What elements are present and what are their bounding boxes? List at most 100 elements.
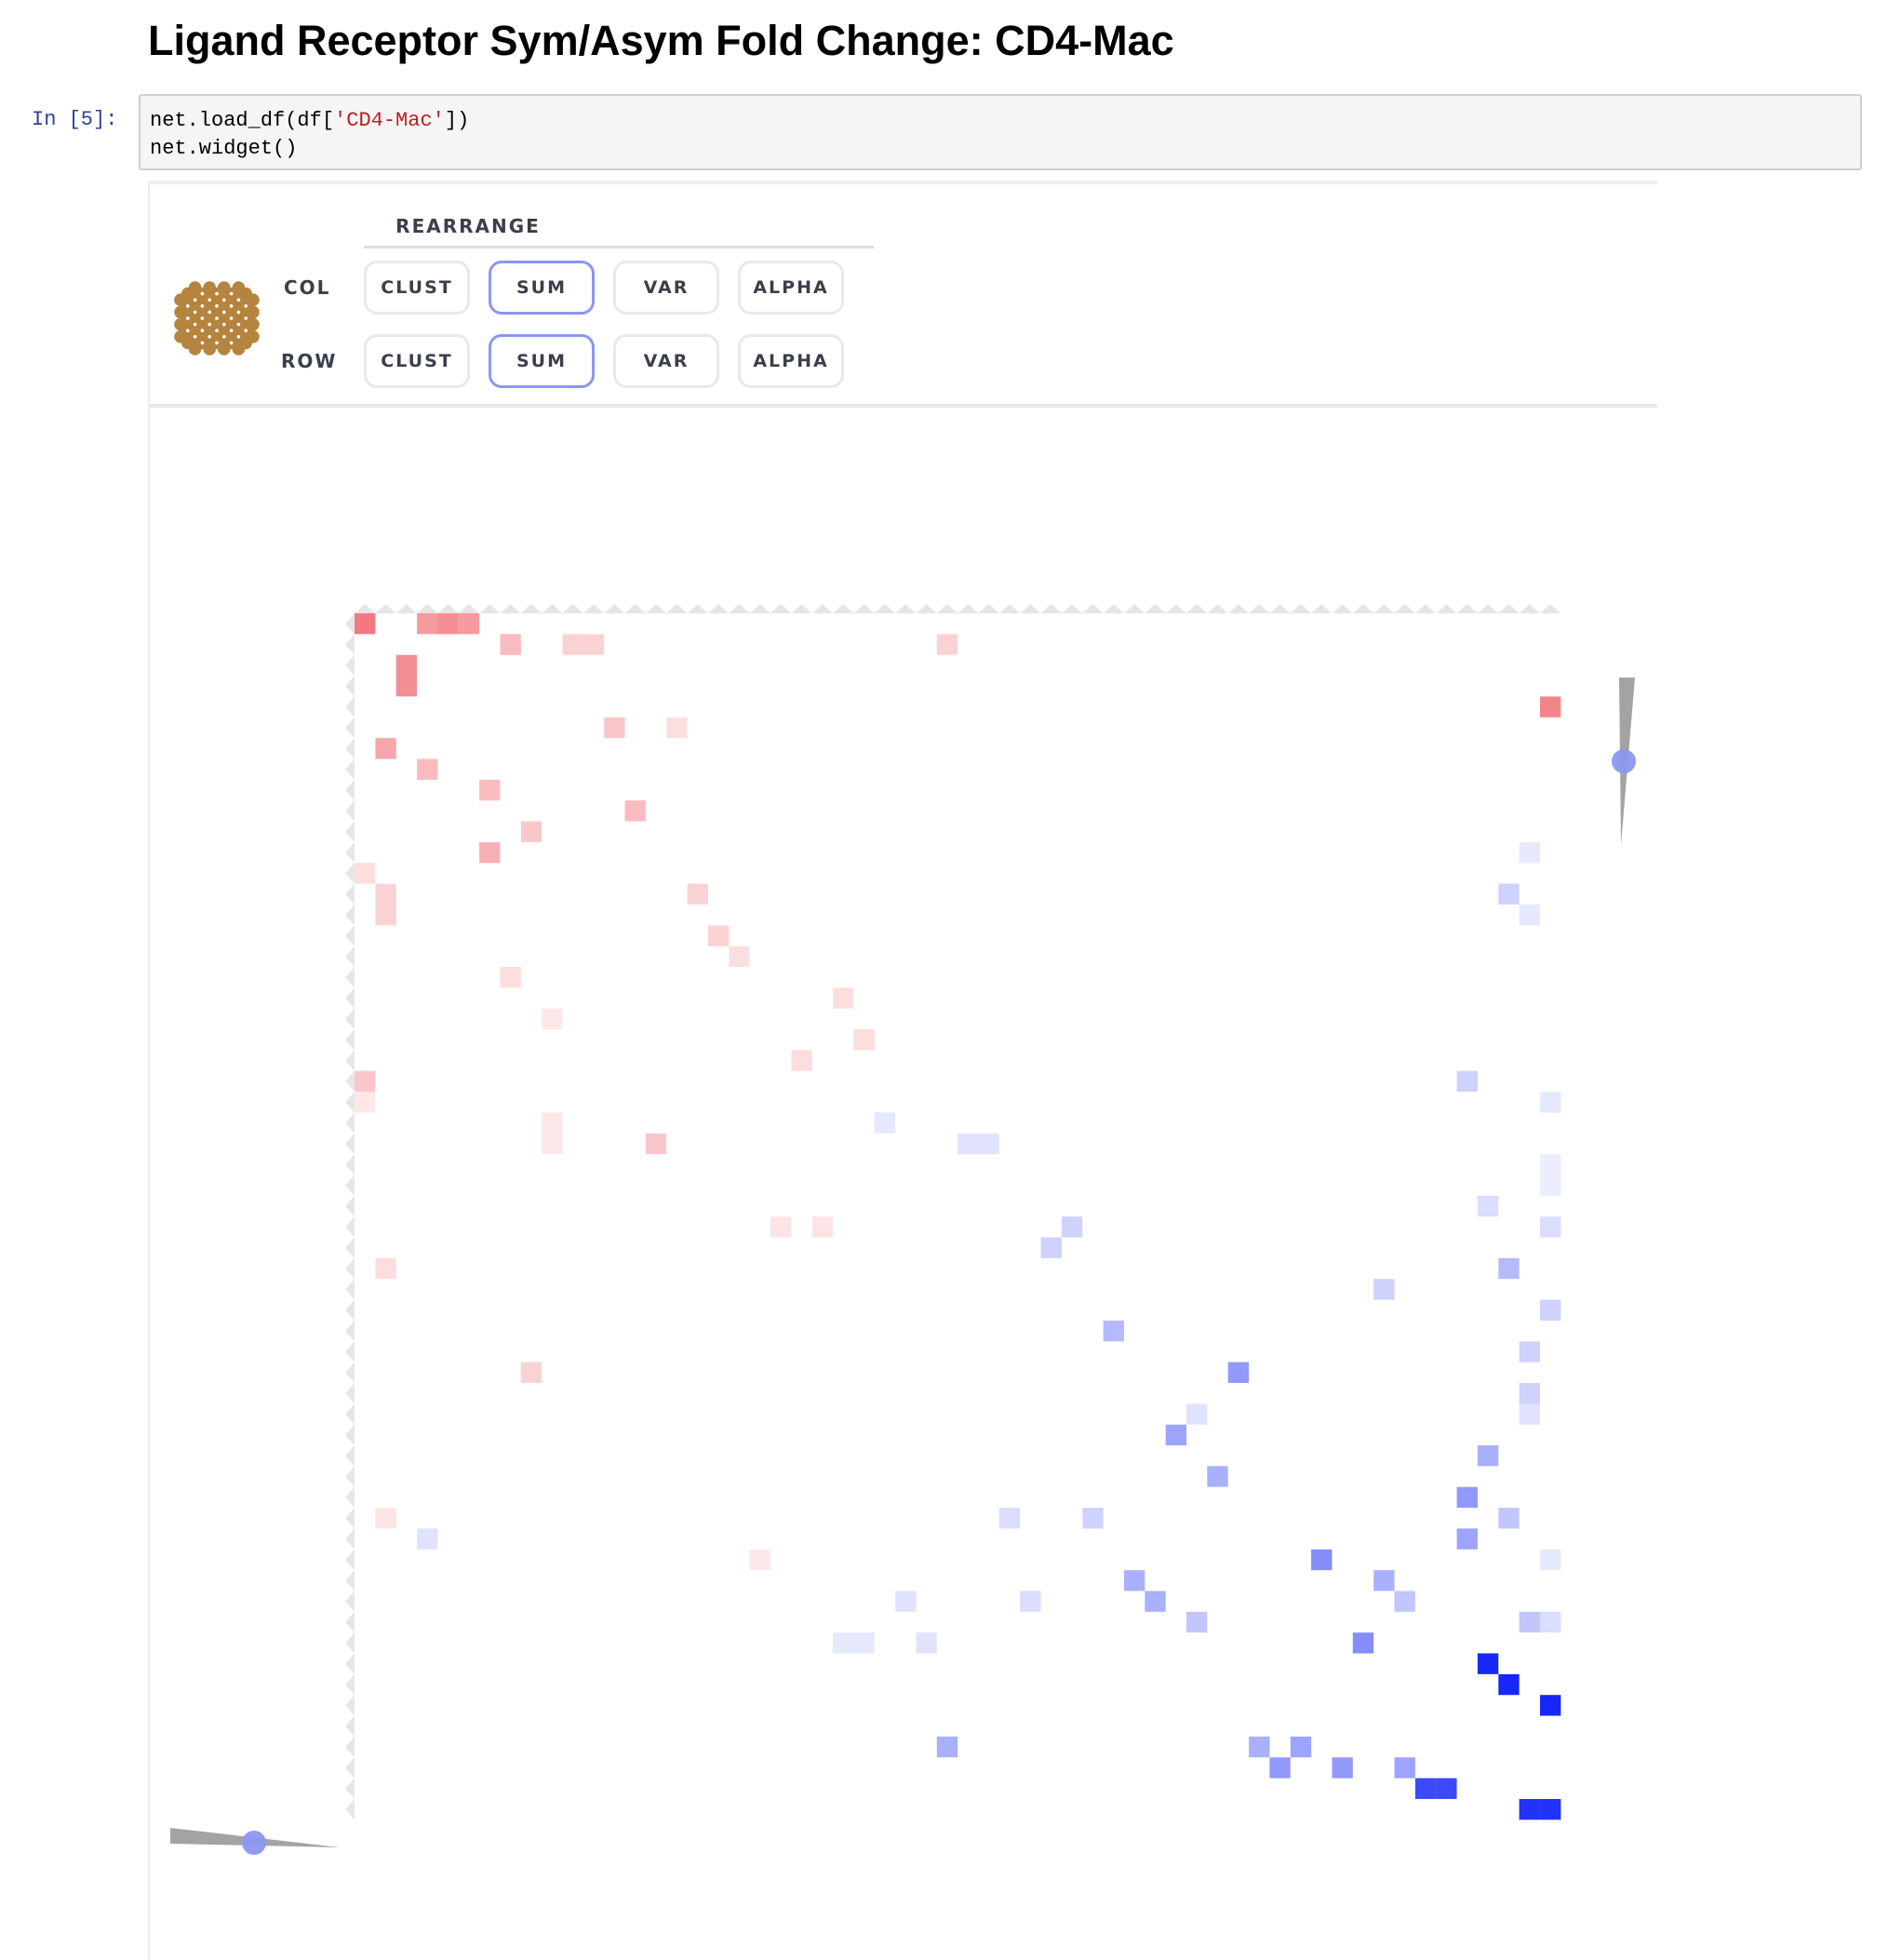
heatmap-cell[interactable] (1519, 841, 1540, 864)
heatmap-cell[interactable] (1207, 1466, 1228, 1487)
col-label-triangle[interactable] (1332, 604, 1353, 613)
row-label-triangle[interactable] (345, 1029, 355, 1051)
col-label-triangle[interactable] (749, 604, 770, 613)
row-label-triangle[interactable] (345, 1175, 355, 1196)
col-label-triangle[interactable] (1186, 604, 1208, 613)
row-label-triangle[interactable] (345, 1611, 355, 1633)
col-label-triangle[interactable] (583, 604, 605, 613)
heatmap-cell[interactable] (1519, 1403, 1540, 1425)
col-label-triangle[interactable] (1020, 604, 1041, 613)
heatmap-cell[interactable] (1540, 1549, 1561, 1571)
heatmap-cell[interactable] (520, 821, 542, 842)
heatmap-cell[interactable] (1519, 904, 1540, 926)
heatmap-cell[interactable] (936, 634, 958, 655)
col-label-triangle[interactable] (1249, 604, 1270, 613)
heatmap-cell[interactable] (1498, 883, 1520, 905)
heatmap-cell[interactable] (355, 863, 376, 884)
row-zoom-slider-knob[interactable] (1612, 749, 1636, 773)
heatmap-cell[interactable] (1040, 1237, 1062, 1258)
row-sum-button[interactable]: SUM (489, 334, 595, 388)
col-label-triangle[interactable] (1477, 604, 1499, 613)
col-label-triangle[interactable] (645, 604, 667, 613)
heatmap-cell[interactable] (1477, 1445, 1499, 1467)
row-label-triangle[interactable] (345, 1112, 355, 1134)
col-label-triangle[interactable] (687, 604, 708, 613)
row-alpha-button[interactable]: ALPHA (738, 334, 844, 388)
heatmap-cell[interactable] (1540, 1695, 1561, 1716)
heatmap-cell[interactable] (1456, 1070, 1478, 1093)
heatmap-cell[interactable] (1456, 1528, 1478, 1550)
heatmap-cell[interactable] (1227, 1362, 1250, 1383)
col-label-triangle[interactable] (791, 604, 812, 613)
row-label-triangle[interactable] (345, 946, 355, 967)
heatmap-cell[interactable] (998, 1508, 1021, 1529)
row-label-triangle[interactable] (345, 1466, 355, 1487)
heatmap-cell[interactable] (1540, 696, 1561, 718)
row-label-triangle[interactable] (345, 1591, 355, 1612)
heatmap-cell[interactable] (1103, 1320, 1124, 1342)
col-label-triangle[interactable] (936, 604, 958, 613)
col-label-triangle[interactable] (1394, 604, 1415, 613)
col-sum-button[interactable]: SUM (489, 261, 595, 315)
heatmap-cell[interactable] (355, 1092, 376, 1113)
heatmap-cell[interactable] (729, 946, 750, 967)
row-label-triangle[interactable] (345, 1382, 355, 1404)
row-label-triangle[interactable] (345, 1403, 355, 1425)
heatmap-cell[interactable] (355, 1070, 376, 1093)
col-label-triangle[interactable] (437, 604, 459, 613)
col-var-button[interactable]: VAR (613, 261, 719, 315)
row-label-triangle[interactable] (345, 1195, 355, 1217)
heatmap-cell[interactable] (1373, 1279, 1395, 1300)
heatmap-cell[interactable] (542, 1133, 563, 1155)
heatmap-cell[interactable] (355, 613, 376, 635)
row-label-triangle[interactable] (345, 717, 355, 739)
row-label-triangle[interactable] (345, 1778, 355, 1799)
row-clust-button[interactable]: CLUST (364, 334, 470, 388)
col-label-triangle[interactable] (811, 604, 834, 613)
col-label-triangle[interactable] (458, 604, 480, 613)
col-label-triangle[interactable] (1269, 604, 1291, 613)
row-label-triangle[interactable] (345, 676, 355, 697)
row-label-triangle[interactable] (345, 1570, 355, 1591)
heatmap-cell[interactable] (1519, 1383, 1540, 1404)
heatmap-cell[interactable] (1394, 1591, 1415, 1612)
heatmap-cell[interactable] (687, 883, 708, 905)
heatmap-cell[interactable] (375, 738, 396, 759)
heatmap-cell[interactable] (833, 987, 854, 1009)
heatmap-cell[interactable] (645, 1133, 667, 1155)
heatmap-cell[interactable] (1519, 1611, 1540, 1633)
heatmap-cell[interactable] (1311, 1549, 1333, 1571)
row-label-triangle[interactable] (345, 696, 355, 718)
heatmap-cell[interactable] (1394, 1757, 1415, 1779)
heatmap-cell[interactable] (520, 1362, 542, 1383)
row-label-triangle[interactable] (345, 1424, 355, 1445)
heatmap-cell[interactable] (1498, 1257, 1520, 1280)
row-label-triangle[interactable] (345, 800, 355, 822)
row-label-triangle[interactable] (345, 613, 355, 635)
col-label-triangle[interactable] (1165, 604, 1186, 613)
heatmap-cell[interactable] (666, 717, 688, 739)
heatmap-cell[interactable] (853, 1029, 875, 1051)
col-label-triangle[interactable] (958, 604, 979, 613)
heatmap-cell[interactable] (853, 1632, 875, 1654)
row-label-triangle[interactable] (345, 1154, 355, 1175)
row-var-button[interactable]: VAR (613, 334, 719, 388)
row-label-triangle[interactable] (345, 738, 355, 759)
heatmap-cell[interactable] (417, 1528, 438, 1550)
col-label-triangle[interactable] (666, 604, 688, 613)
heatmap-cell[interactable] (1352, 1632, 1374, 1654)
heatmap-cell[interactable] (458, 613, 480, 635)
heatmap-cell[interactable] (833, 1632, 854, 1654)
heatmap-cell[interactable] (1290, 1736, 1312, 1758)
heatmap-cell[interactable] (1186, 1403, 1208, 1425)
heatmap-cell[interactable] (749, 1549, 771, 1571)
row-label-triangle[interactable] (345, 758, 355, 780)
heatmap-cell[interactable] (375, 904, 396, 926)
heatmap-cell[interactable] (1165, 1424, 1187, 1446)
col-label-triangle[interactable] (1103, 604, 1124, 613)
col-label-triangle[interactable] (1145, 604, 1166, 613)
col-label-triangle[interactable] (1311, 604, 1333, 613)
col-label-triangle[interactable] (1123, 604, 1145, 613)
col-label-triangle[interactable] (895, 604, 917, 613)
heatmap-cell[interactable] (562, 634, 583, 655)
